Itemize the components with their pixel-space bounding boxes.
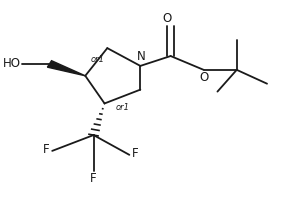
Text: or1: or1 [91, 55, 105, 64]
Text: or1: or1 [116, 103, 129, 112]
Text: F: F [132, 147, 139, 160]
Text: O: O [199, 71, 208, 84]
Text: O: O [163, 12, 172, 25]
Polygon shape [47, 61, 85, 76]
Text: F: F [90, 172, 97, 185]
Text: F: F [43, 143, 49, 156]
Text: N: N [137, 50, 146, 63]
Text: HO: HO [3, 58, 21, 70]
